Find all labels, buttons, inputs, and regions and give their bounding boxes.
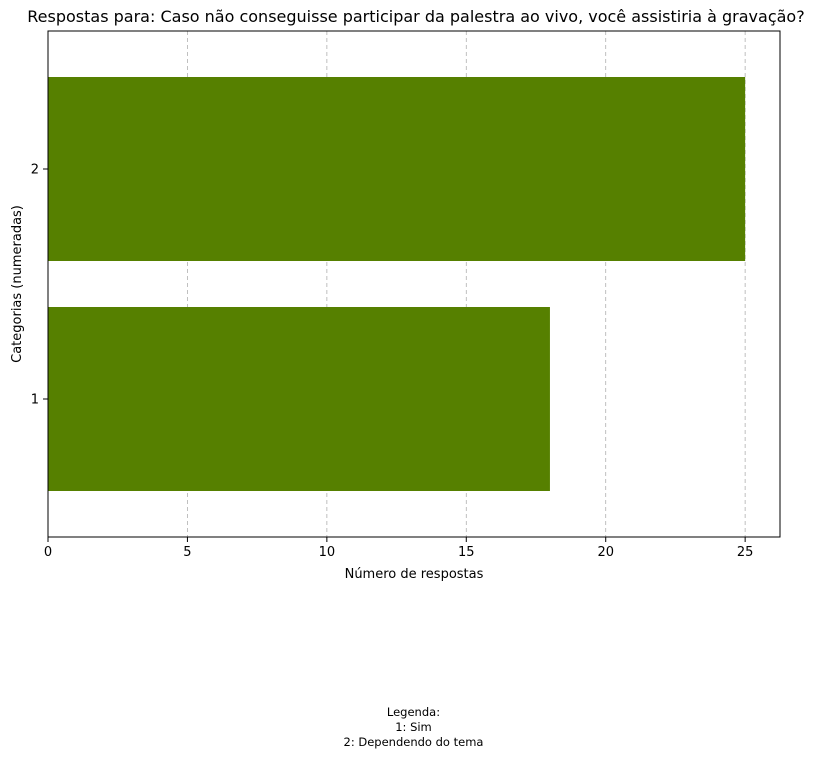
legend-note: Legenda: 1: Sim 2: Dependendo do tema [0, 705, 827, 750]
legend-entry-1: 1: Sim [395, 720, 432, 734]
bars [48, 77, 746, 491]
x-tick-label-25: 25 [737, 545, 754, 560]
plot-frame [47, 30, 781, 538]
legend-entry-2: 2: Dependendo do tema [343, 735, 484, 749]
x-tick-label-10: 10 [319, 545, 336, 560]
x-tick-label-5: 5 [183, 545, 191, 560]
bar-chart: Respostas para: Caso não conseguisse par… [10, 7, 805, 582]
bar-2 [48, 77, 746, 261]
x-tick-label-0: 0 [44, 545, 52, 560]
chart-title: Respostas para: Caso não conseguisse par… [27, 7, 804, 26]
y-tick-label-2: 2 [31, 163, 39, 178]
x-axis-label: Número de respostas [345, 567, 484, 582]
x-axis-ticks: 0 5 10 15 20 25 [44, 537, 754, 560]
bar-1 [48, 307, 550, 491]
x-tick-label-15: 15 [458, 545, 475, 560]
x-tick-label-20: 20 [597, 545, 614, 560]
y-axis-label: Categorias (numeradas) [10, 205, 25, 363]
y-tick-label-1: 1 [31, 393, 39, 408]
y-axis-ticks: 12 [31, 163, 48, 408]
legend-title: Legenda: [386, 705, 441, 719]
